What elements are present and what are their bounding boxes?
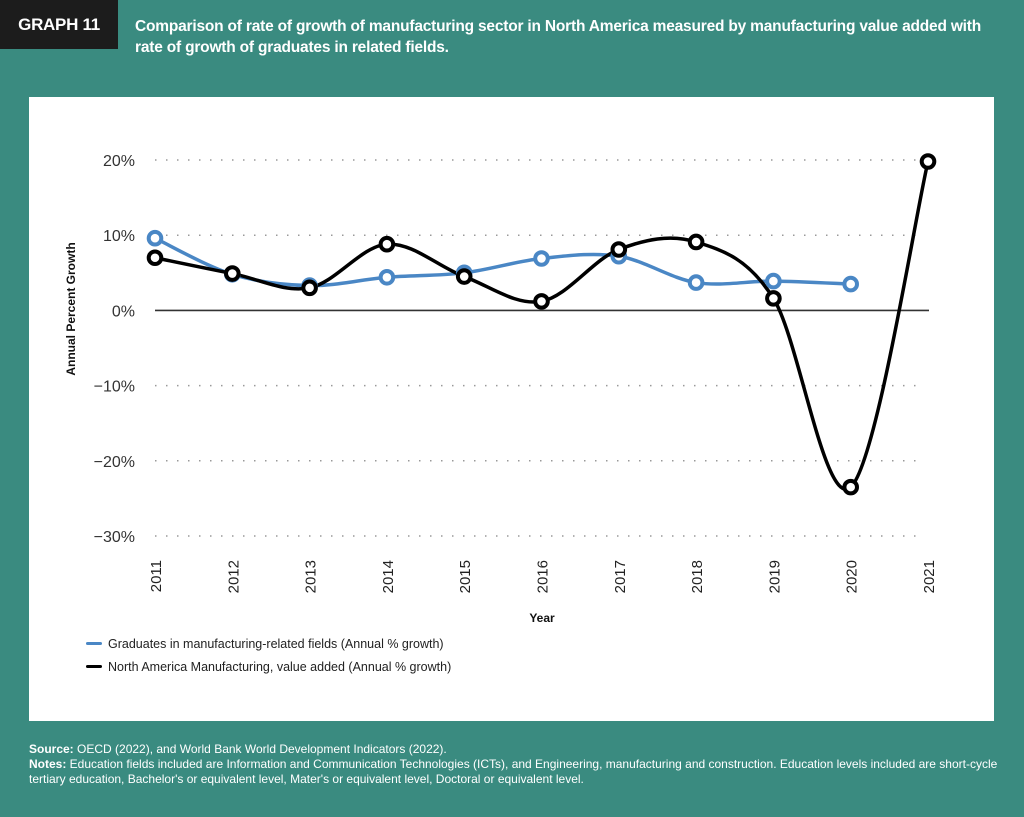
series-line-manufacturing (153, 159, 930, 491)
data-point-manufacturing (842, 478, 860, 496)
notes-line: Notes: Education fields included are Inf… (29, 757, 999, 787)
x-tick-label: 2018 (689, 560, 706, 593)
legend-item-graduates: Graduates in manufacturing-related field… (86, 632, 451, 655)
y-axis-ticks: 20% 10% 0% −10% −20% −30% (94, 153, 135, 546)
legend-label-graduates: Graduates in manufacturing-related field… (108, 636, 444, 651)
x-tick-label: 2020 (844, 560, 861, 593)
data-point-manufacturing (146, 249, 164, 267)
legend-swatch-graduates (86, 642, 102, 645)
x-tick-label: 2019 (766, 560, 783, 593)
data-point-graduates (533, 250, 550, 267)
x-tick-label: 2014 (380, 560, 397, 593)
x-tick-label: 2015 (457, 560, 474, 593)
series-lines (153, 159, 930, 491)
data-point-manufacturing (224, 265, 241, 282)
y-tick-label: 20% (103, 153, 135, 170)
y-tick-label: 10% (103, 228, 135, 245)
line-chart: 20%10%0%−10%−20%−30% 2011 2012 2013 2014 201… (64, 153, 938, 625)
data-point-manufacturing (301, 279, 318, 297)
data-point-manufacturing (455, 268, 473, 285)
data-point-manufacturing (533, 293, 550, 310)
source-line: Source: OECD (2022), and World Bank Worl… (29, 742, 999, 757)
data-point-manufacturing (610, 241, 628, 258)
data-point-manufacturing (765, 290, 782, 307)
x-tick-label: 2017 (612, 560, 629, 593)
x-tick-label: 2012 (225, 560, 242, 593)
legend-swatch-manufacturing (86, 665, 102, 668)
y-tick-label: −10% (94, 379, 135, 396)
chart-title: Comparison of rate of growth of manufact… (135, 18, 982, 56)
data-point-manufacturing (687, 233, 705, 251)
x-axis-ticks: 2011 2012 2013 2014 2015 2016 2017 2018 2019 2020… (148, 560, 938, 593)
data-point-graduates (842, 275, 860, 293)
series-line-graduates (153, 236, 853, 288)
footer-notes: Source: OECD (2022), and World Bank Worl… (29, 742, 999, 787)
gridlines (155, 159, 929, 537)
y-axis-label: Annual Percent Growth (64, 242, 78, 375)
notes-label: Notes: (29, 757, 67, 771)
data-point-graduates (378, 269, 396, 286)
legend-item-manufacturing: North America Manufacturing, value added… (86, 655, 451, 678)
y-tick-label: −30% (94, 529, 135, 546)
source-label: Source: (29, 742, 74, 756)
data-point-graduates (146, 229, 164, 247)
x-tick-label: 2011 (148, 560, 165, 592)
legend: Graduates in manufacturing-related field… (86, 632, 451, 678)
x-tick-label: 2013 (303, 560, 320, 593)
graph-number-badge: GRAPH 11 (0, 0, 118, 49)
x-tick-label: 2016 (535, 560, 552, 593)
y-tick-label: −20% (94, 454, 135, 471)
chart-panel: 20% 10% 0% −10% −20% −30% 2011 2012 2013 2014 201… (29, 97, 994, 721)
data-point-graduates (765, 272, 782, 290)
x-tick-label: 2021 (921, 560, 938, 593)
data-point-manufacturing (919, 153, 937, 170)
source-text: OECD (2022), and World Bank World Develo… (73, 742, 447, 756)
data-point-graduates (687, 274, 705, 291)
legend-label-manufacturing: North America Manufacturing, value added… (108, 659, 452, 674)
series-points (146, 153, 937, 496)
x-axis-label: Year (529, 611, 555, 625)
data-point-manufacturing (378, 235, 396, 253)
y-tick-label: 0% (112, 303, 135, 320)
notes-text: Education fields included are Informatio… (29, 757, 998, 786)
